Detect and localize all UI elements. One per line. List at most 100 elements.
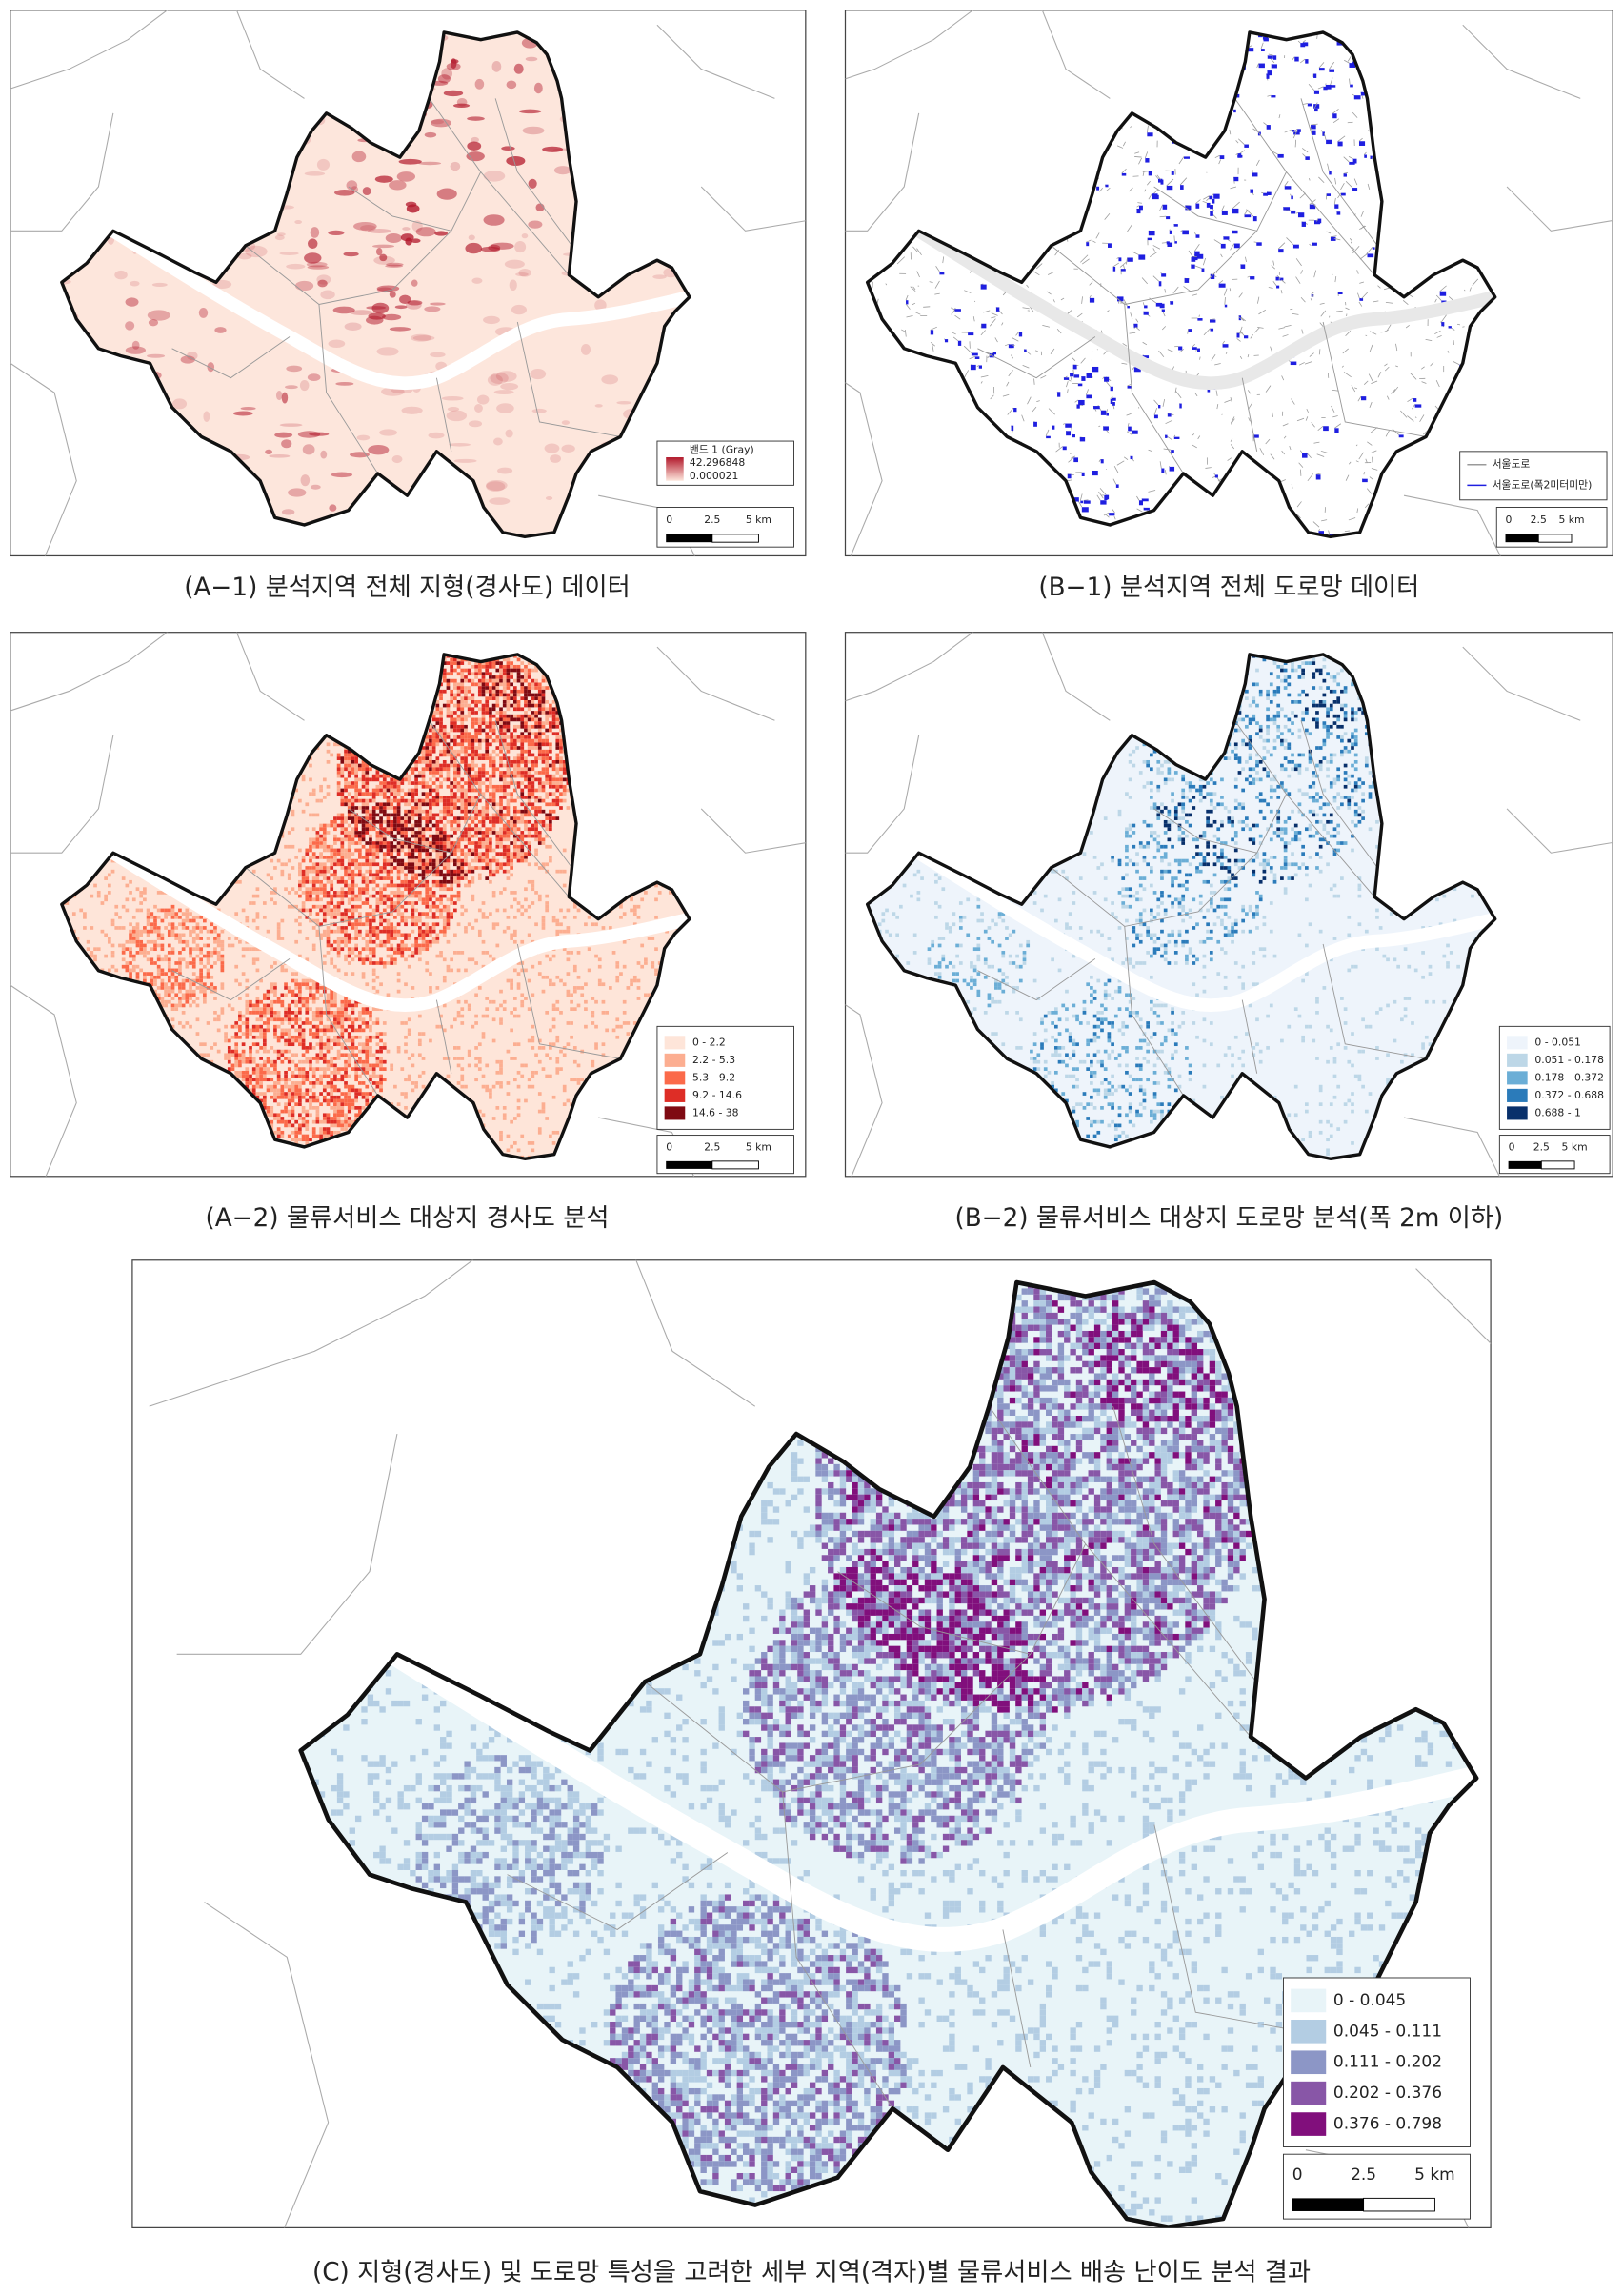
narrow-road xyxy=(1148,230,1155,236)
road xyxy=(1392,386,1399,394)
grid-cell xyxy=(185,908,190,913)
grid-cell xyxy=(287,1134,291,1138)
panel-caption: (B−1) 분석지역 전체 도로망 데이터 xyxy=(1038,574,1419,602)
grid-cell xyxy=(333,837,337,842)
grid-cell xyxy=(266,873,270,877)
road xyxy=(1193,243,1200,252)
grid-cell xyxy=(336,912,341,916)
grid-cell xyxy=(315,933,320,937)
road xyxy=(1029,305,1034,312)
road xyxy=(1359,281,1364,284)
grid-cell xyxy=(315,1067,320,1071)
grid-cell xyxy=(291,1074,295,1078)
grid-cell xyxy=(330,1119,334,1124)
slope-texture xyxy=(434,231,449,236)
grid-cell xyxy=(315,1057,320,1060)
narrow-road xyxy=(1194,251,1200,257)
narrow-road xyxy=(1244,144,1249,148)
narrow-road xyxy=(1081,507,1089,513)
grid-cell xyxy=(291,1106,295,1110)
road xyxy=(1195,199,1201,204)
road xyxy=(1050,348,1055,354)
narrow-road xyxy=(1284,186,1292,190)
road xyxy=(1045,429,1050,436)
road xyxy=(1280,290,1283,294)
grid-cell xyxy=(213,1017,217,1022)
grid-cell xyxy=(129,951,132,955)
grid-cell xyxy=(143,975,147,979)
grid-cell xyxy=(326,1084,331,1089)
narrow-road xyxy=(1167,242,1173,247)
river xyxy=(914,225,1495,391)
grid-cell xyxy=(245,1078,250,1082)
slope-texture xyxy=(332,306,355,314)
grid-cell xyxy=(156,937,161,940)
grid-cell xyxy=(309,1106,312,1110)
grid-cell xyxy=(322,777,327,782)
narrow-road xyxy=(1185,205,1192,211)
narrow-road xyxy=(1167,413,1172,417)
grid-cell xyxy=(298,1092,302,1096)
grid-cell xyxy=(259,1067,263,1071)
road xyxy=(1116,145,1124,149)
slope-texture xyxy=(616,400,632,405)
grid-cell xyxy=(203,964,207,969)
grid-cell xyxy=(139,939,144,944)
grid-cell xyxy=(178,915,182,919)
grid-cell xyxy=(185,926,190,930)
grid-cell xyxy=(174,975,179,979)
grid-cell xyxy=(241,1059,246,1064)
grid-cell xyxy=(298,954,302,958)
narrow-road xyxy=(1191,264,1195,269)
grid-cell xyxy=(255,997,260,1000)
grid-cell xyxy=(326,1074,331,1078)
grid-cell xyxy=(298,1098,302,1103)
slope-texture xyxy=(281,509,295,515)
slope-texture xyxy=(594,299,607,312)
grid-cell xyxy=(311,926,316,930)
grid-cell xyxy=(322,1098,327,1103)
grid-cell xyxy=(90,894,94,898)
grid-cell xyxy=(333,1003,337,1008)
narrow-road xyxy=(1292,130,1295,132)
road xyxy=(1183,286,1192,292)
grid-cell xyxy=(319,986,323,990)
grid-cell xyxy=(315,831,320,835)
narrow-road xyxy=(981,323,987,329)
grid-cell xyxy=(305,1003,310,1008)
grid-cell xyxy=(287,1059,291,1064)
grid-cell xyxy=(330,862,334,867)
grid-cell xyxy=(86,947,90,952)
road xyxy=(1306,408,1309,413)
road xyxy=(1313,270,1317,278)
grid-cell xyxy=(259,1014,263,1018)
grid-cell xyxy=(234,1057,239,1060)
grid-cell xyxy=(167,999,171,1004)
road xyxy=(1250,333,1253,339)
grid-cell xyxy=(340,1046,345,1050)
slope-texture xyxy=(316,274,331,285)
road xyxy=(1008,370,1013,377)
narrow-road xyxy=(1210,211,1213,216)
slope-texture xyxy=(360,225,376,232)
grid-cell xyxy=(319,852,323,856)
narrow-road xyxy=(1358,141,1366,146)
road xyxy=(1102,376,1105,380)
grid-cell xyxy=(238,1024,242,1029)
grid-cell xyxy=(174,1003,179,1008)
grid-cell xyxy=(315,887,320,892)
slope-texture xyxy=(335,381,354,386)
grid-cell xyxy=(294,1102,299,1107)
road xyxy=(1347,55,1352,62)
narrow-road xyxy=(1313,220,1321,225)
narrow-road xyxy=(1165,434,1168,438)
road xyxy=(1236,338,1241,342)
road xyxy=(1026,284,1030,288)
grid-cell xyxy=(344,777,348,782)
grid-cell xyxy=(315,982,320,987)
road xyxy=(1258,309,1267,315)
grid-cell xyxy=(322,883,327,888)
narrow-road xyxy=(1173,436,1180,439)
grid-cell xyxy=(340,856,345,859)
grid-cell xyxy=(336,1014,341,1018)
